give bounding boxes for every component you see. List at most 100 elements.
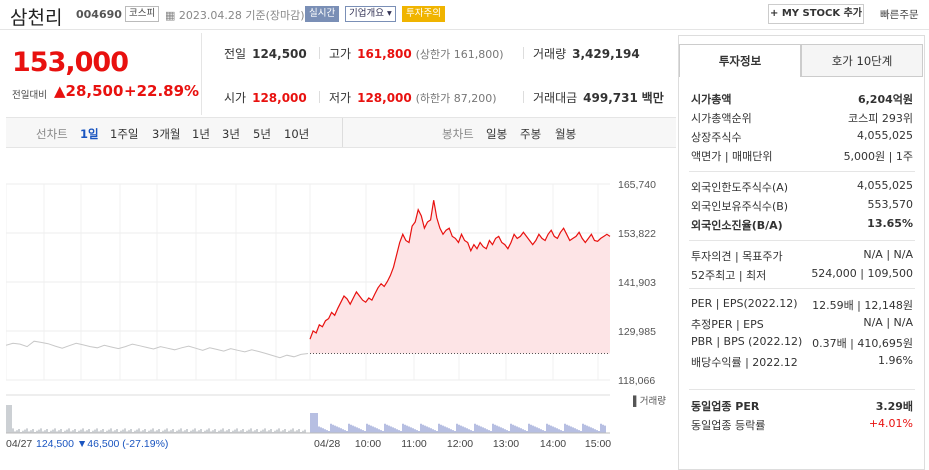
info-value: 코스피 293위: [848, 112, 913, 125]
price-area: [310, 200, 610, 354]
tab-investment-info[interactable]: 투자정보: [679, 44, 801, 77]
current-price: 153,000: [12, 47, 129, 78]
x-tick-label: 15:00: [585, 438, 611, 450]
info-row: 외국인소진율(B/A) 13.65%: [691, 217, 913, 233]
current-price-box: 153,000 전일대비 ▲28,500 +22.89%: [6, 33, 202, 115]
y-tick-label: 153,822: [618, 228, 656, 240]
info-value: +4.01%: [868, 417, 913, 430]
price-line: [309, 200, 611, 340]
market-badge: 코스피: [125, 6, 160, 22]
stat-amount: 거래대금 499,731 백만: [533, 89, 664, 106]
divider: [523, 47, 524, 59]
period-bar: 선차트 1일 1주일 3개월 1년 3년 5년 10년 봉차트 일봉 주봉 월봉: [6, 117, 676, 148]
quick-order-button[interactable]: 빠른주문: [880, 9, 919, 21]
period-1week[interactable]: 1주일: [110, 127, 139, 141]
x-tick-label: 13:00: [493, 438, 519, 450]
period-3year[interactable]: 3년: [222, 127, 240, 141]
info-row: PBR | BPS (2022.12) 0.37배 | 410,695원: [691, 335, 913, 351]
company-overview-dropdown[interactable]: 기업개요 ▾: [345, 6, 396, 22]
info-row: 시가총액 6,204억원: [691, 91, 913, 107]
divider: [319, 47, 320, 59]
info-value: 524,000 | 109,500: [811, 267, 913, 280]
prev-day-change: 124,500 ▼46,500: [36, 438, 122, 450]
info-value: N/A | N/A: [863, 248, 913, 261]
x-tick-label: 04/27: [6, 438, 32, 450]
stat-value: 161,800: [357, 47, 412, 61]
stat-open: 시가 128,000: [224, 89, 307, 106]
info-row: 상장주식수 4,055,025: [691, 129, 913, 145]
info-label: 액면가 | 매매단위: [691, 150, 773, 163]
info-value: 3.29배: [875, 400, 913, 413]
x-tick-label: 04/28: [314, 438, 340, 450]
period-1day[interactable]: 1일: [80, 127, 99, 141]
info-row: 시가총액순위 코스피 293위: [691, 110, 913, 126]
info-value: 0.37배 | 410,695원: [812, 337, 913, 350]
divider: [689, 240, 915, 241]
period-3month[interactable]: 3개월: [152, 127, 181, 141]
realtime-badge[interactable]: 실시간: [305, 6, 340, 22]
change-label: 전일대비: [12, 90, 47, 101]
stock-header: 삼천리 004690 코스피 ▦ 2023.04.28 기준(장마감) 실시간 …: [0, 0, 929, 30]
y-tick-label: 129,985: [618, 326, 656, 338]
price-change: ▲28,500: [54, 82, 124, 100]
info-value: 4,055,025: [857, 179, 913, 192]
previous-day-line: [6, 340, 309, 359]
info-value: 5,000원 | 1주: [843, 150, 913, 163]
info-value: 13.65%: [867, 217, 913, 230]
stat-value: 128,000: [252, 91, 307, 105]
stat-label: 시가: [224, 91, 247, 105]
info-row: 외국인한도주식수(A) 4,055,025: [691, 179, 913, 195]
y-tick-label: 141,903: [618, 277, 656, 289]
divider: [689, 171, 915, 172]
info-row: 추정PER | EPS N/A | N/A: [691, 316, 913, 332]
period-1year[interactable]: 1년: [192, 127, 210, 141]
info-row: 동일업종 PER 3.29배: [691, 398, 913, 414]
stat-label: 고가: [329, 47, 352, 61]
stat-prev-close: 전일 124,500: [224, 45, 307, 62]
stat-value: 128,000: [357, 91, 412, 105]
period-5year[interactable]: 5년: [253, 127, 271, 141]
price-chart: 165,740 153,822 141,903 129,985 118,066 ▌거래량 0…: [6, 179, 666, 450]
stat-volume: 거래량 3,429,194: [533, 45, 640, 62]
candle-daily[interactable]: 일봉: [486, 127, 508, 141]
divider: [689, 389, 915, 390]
info-label: 시가총액순위: [691, 112, 752, 125]
divider: [523, 91, 524, 103]
stat-low: 저가 128,000 (하한가 87,200): [329, 89, 497, 106]
info-value: 12.59배 | 12,148원: [812, 299, 913, 312]
x-tick-label: 11:00: [401, 438, 427, 450]
info-row: PER | EPS(2022.12) 12.59배 | 12,148원: [691, 297, 913, 313]
period-10year[interactable]: 10년: [284, 127, 310, 141]
warning-badge: 투자주의: [402, 6, 445, 22]
divider: [319, 91, 320, 103]
candle-monthly[interactable]: 월봉: [555, 127, 577, 141]
info-row: 동일업종 등락률 +4.01%: [691, 417, 913, 433]
info-row: 배당수익률 | 2022.12 1.96%: [691, 354, 913, 370]
info-value: 1.96%: [878, 354, 913, 367]
divider: [689, 288, 915, 289]
info-label: 상장주식수: [691, 131, 742, 144]
stat-unit: 백만: [641, 91, 664, 105]
x-tick-label: 14:00: [540, 438, 566, 450]
stat-label: 저가: [329, 91, 352, 105]
info-label: 배당수익률 | 2022.12: [691, 356, 798, 369]
info-value: 553,570: [867, 198, 914, 211]
info-label: 동일업종 등락률: [691, 419, 766, 432]
tab-hoga[interactable]: 호가 10단계: [801, 44, 923, 77]
stat-label: 거래량: [533, 47, 567, 61]
stat-value: 3,429,194: [572, 47, 640, 61]
date-basis: 기준(장마감): [245, 9, 305, 22]
calendar-icon: ▦: [165, 9, 176, 22]
info-label: 외국인소진율(B/A): [691, 219, 783, 232]
line-chart-label: 선차트: [36, 127, 68, 141]
x-tick-label: 10:00: [355, 438, 381, 450]
stock-code: 004690: [76, 8, 122, 21]
previous-day-info: 124,500 ▼46,500 (-27.19%): [36, 438, 168, 450]
volume-label: ▌거래량: [633, 395, 666, 407]
stat-label: 거래대금: [533, 91, 578, 105]
info-value: 6,204억원: [857, 93, 913, 106]
add-mystock-button[interactable]: + MY STOCK 추가: [768, 4, 864, 24]
info-label: PER | EPS(2022.12): [691, 297, 798, 310]
trade-date: ▦ 2023.04.28 기준(장마감): [165, 7, 305, 23]
candle-weekly[interactable]: 주봉: [520, 127, 542, 141]
